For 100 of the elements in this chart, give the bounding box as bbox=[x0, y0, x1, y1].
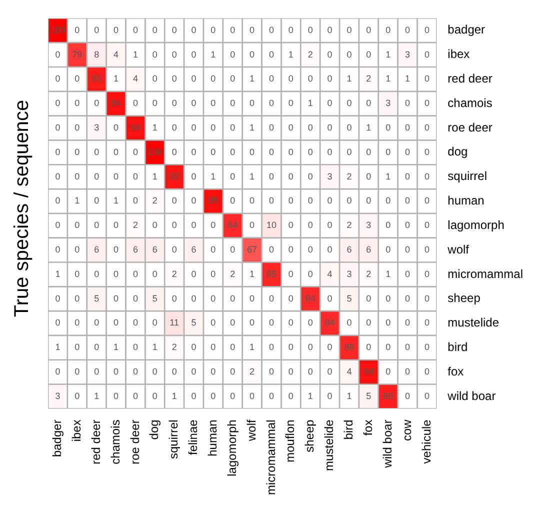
data-label: 0 bbox=[55, 171, 60, 182]
data-label: 0 bbox=[250, 24, 255, 35]
data-label: 0 bbox=[424, 293, 430, 304]
data-label: 2 bbox=[346, 171, 352, 182]
data-label: 0 bbox=[152, 24, 158, 35]
data-label: 0 bbox=[268, 196, 274, 206]
data-label: 6 bbox=[152, 244, 158, 255]
data-label: 0 bbox=[230, 342, 236, 352]
data-label: 100 bbox=[147, 146, 162, 157]
data-label: 95 bbox=[208, 196, 218, 206]
data-label: 0 bbox=[288, 98, 294, 108]
data-label: 0 bbox=[191, 49, 196, 60]
data-label: 0 bbox=[132, 390, 138, 401]
data-label: 0 bbox=[308, 220, 313, 230]
data-label: 2 bbox=[230, 268, 236, 279]
data-label: 0 bbox=[327, 293, 332, 304]
x-tick-label: mouflon bbox=[283, 420, 298, 462]
data-label: 0 bbox=[268, 74, 274, 84]
data-label: 0 bbox=[288, 220, 294, 230]
data-label: 0 bbox=[308, 24, 313, 35]
data-label: 0 bbox=[74, 318, 80, 328]
y-tick-label: red deer bbox=[448, 72, 492, 86]
data-label: 0 bbox=[74, 98, 80, 108]
data-label: 3 bbox=[405, 49, 410, 60]
data-label: 0 bbox=[424, 98, 430, 108]
x-tick-label: sheep bbox=[302, 419, 317, 452]
data-label: 1 bbox=[152, 342, 158, 352]
data-label: 0 bbox=[172, 146, 177, 157]
data-label: 0 bbox=[230, 390, 236, 401]
data-label: 0 bbox=[152, 98, 158, 108]
data-label: 0 bbox=[152, 74, 158, 84]
data-label: 4 bbox=[114, 49, 119, 60]
data-label: 0 bbox=[268, 146, 274, 157]
data-label: 0 bbox=[386, 293, 391, 304]
data-label: 0 bbox=[191, 366, 196, 377]
data-label: 90 bbox=[92, 74, 102, 84]
data-label: 0 bbox=[210, 390, 216, 401]
data-label: 0 bbox=[191, 24, 196, 35]
data-label: 85 bbox=[344, 342, 354, 352]
data-label: 0 bbox=[405, 122, 410, 133]
y-tick-label: badger bbox=[448, 22, 486, 37]
data-label: 2 bbox=[132, 220, 138, 230]
y-tick-label: squirrel bbox=[448, 169, 488, 184]
data-label: 0 bbox=[230, 366, 236, 377]
data-label: 1 bbox=[132, 49, 138, 60]
data-label: 0 bbox=[230, 196, 236, 206]
data-label: 0 bbox=[132, 24, 138, 35]
data-label: 1 bbox=[114, 342, 119, 352]
data-label: 0 bbox=[308, 244, 313, 255]
y-tick-label: bird bbox=[448, 340, 468, 354]
data-label: 0 bbox=[346, 196, 352, 206]
data-label: 84 bbox=[228, 220, 238, 230]
data-label: 6 bbox=[94, 244, 100, 255]
data-label: 0 bbox=[386, 220, 391, 230]
data-label: 1 bbox=[288, 49, 294, 60]
data-label: 0 bbox=[191, 74, 196, 84]
data-label: 0 bbox=[55, 366, 60, 377]
data-label: 0 bbox=[114, 244, 119, 255]
data-label: 0 bbox=[405, 293, 410, 304]
data-label: 0 bbox=[424, 24, 430, 35]
data-label: 0 bbox=[288, 122, 294, 133]
data-label: 94 bbox=[130, 122, 140, 133]
data-label: 0 bbox=[94, 342, 100, 352]
data-label: 0 bbox=[250, 318, 255, 328]
data-label: 0 bbox=[114, 146, 119, 157]
data-label: 0 bbox=[55, 318, 60, 328]
data-label: 0 bbox=[288, 268, 294, 279]
data-label: 0 bbox=[172, 244, 177, 255]
data-label: 2 bbox=[366, 74, 372, 84]
y-tick-label: sheep bbox=[448, 291, 481, 306]
data-label: 0 bbox=[74, 171, 80, 182]
data-label: 1 bbox=[114, 74, 119, 84]
x-tick-label: mustelide bbox=[322, 419, 336, 472]
data-label: 1 bbox=[308, 98, 313, 108]
data-label: 0 bbox=[230, 171, 236, 182]
data-label: 0 bbox=[210, 122, 216, 133]
x-tick-label: cow bbox=[400, 419, 414, 442]
data-label: 0 bbox=[366, 146, 372, 157]
data-label: 0 bbox=[114, 171, 119, 182]
data-label: 0 bbox=[268, 390, 274, 401]
x-tick-label: felinae bbox=[186, 419, 200, 456]
data-label: 0 bbox=[172, 24, 177, 35]
data-label: 0 bbox=[191, 146, 196, 157]
data-label: 0 bbox=[424, 244, 430, 255]
data-label: 0 bbox=[308, 196, 313, 206]
data-label: 0 bbox=[250, 196, 255, 206]
data-label: 0 bbox=[172, 366, 177, 377]
data-label: 0 bbox=[424, 390, 430, 401]
data-label: 0 bbox=[268, 244, 274, 255]
data-label: 0 bbox=[132, 171, 138, 182]
data-label: 94 bbox=[364, 366, 374, 377]
data-label: 4 bbox=[346, 366, 352, 377]
data-label: 0 bbox=[114, 220, 119, 230]
data-label: 0 bbox=[386, 244, 391, 255]
data-label: 0 bbox=[308, 122, 313, 133]
x-tick-label: fox bbox=[360, 420, 375, 436]
data-label: 0 bbox=[152, 220, 158, 230]
data-label: 0 bbox=[55, 74, 60, 84]
data-label: 2 bbox=[172, 268, 177, 279]
data-label: 0 bbox=[55, 220, 60, 230]
